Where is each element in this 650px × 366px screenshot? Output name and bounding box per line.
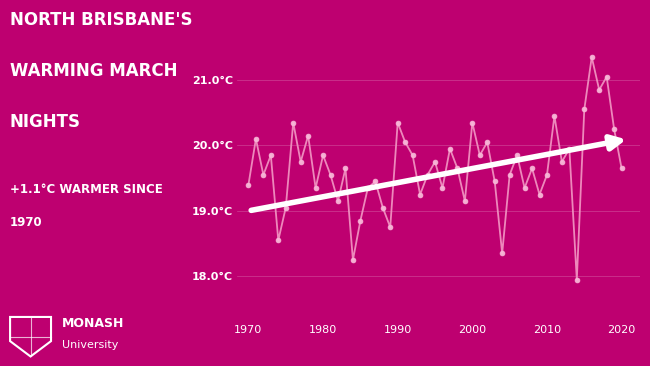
Text: +1.1°C WARMER SINCE: +1.1°C WARMER SINCE [10, 183, 162, 196]
Text: WARMING MARCH: WARMING MARCH [10, 62, 177, 80]
Text: University: University [62, 340, 118, 350]
Text: NORTH BRISBANE'S: NORTH BRISBANE'S [10, 11, 192, 29]
Text: MONASH: MONASH [62, 317, 124, 330]
Text: NIGHTS: NIGHTS [10, 113, 81, 131]
Text: 1970: 1970 [10, 216, 42, 229]
